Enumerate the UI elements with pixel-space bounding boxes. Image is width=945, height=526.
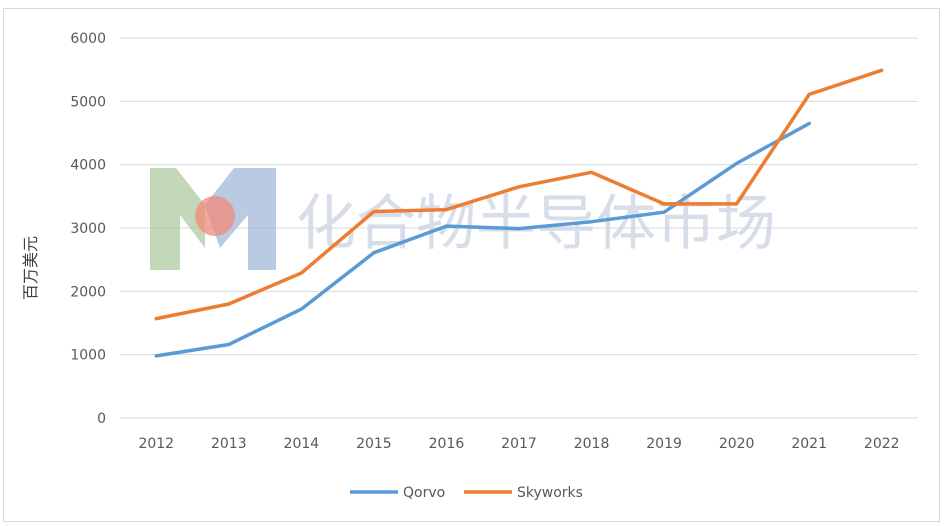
legend-label-skyworks: Skyworks	[517, 485, 583, 501]
y-tick-label: 0	[97, 411, 106, 427]
y-axis-label: 百万美元	[21, 236, 40, 300]
series-line-skyworks	[154, 68, 884, 321]
y-tick-label: 1000	[70, 348, 106, 364]
y-axis-tick-labels: 0 1000 2000 3000 4000 5000 6000	[70, 31, 106, 427]
x-tick-label: 2018	[574, 436, 610, 452]
watermark: 化合物半导体市场	[150, 168, 776, 270]
x-tick-label: 2014	[284, 436, 320, 452]
y-tick-label: 4000	[70, 158, 106, 174]
y-tick-label: 5000	[70, 94, 106, 110]
series-lines	[154, 68, 884, 358]
x-tick-label: 2016	[429, 436, 465, 452]
x-tick-label: 2017	[501, 436, 537, 452]
y-tick-label: 2000	[70, 284, 106, 300]
legend-label-qorvo: Qorvo	[403, 485, 445, 501]
chart-frame	[3, 8, 940, 522]
y-tick-label: 6000	[70, 31, 106, 47]
x-axis-tick-labels: 2012 2013 2014 2015 2016 2017 2018 2019 2020 2021…	[138, 436, 899, 452]
watermark-logo	[150, 168, 276, 270]
series-line-qorvo	[154, 121, 811, 358]
x-tick-label: 2020	[719, 436, 755, 452]
x-tick-label: 2021	[791, 436, 827, 452]
x-tick-label: 2022	[864, 436, 900, 452]
x-tick-label: 2013	[211, 436, 247, 452]
watermark-text: 化合物半导体市场	[296, 189, 776, 259]
x-tick-label: 2019	[646, 436, 682, 452]
x-tick-label: 2012	[138, 436, 174, 452]
y-tick-label: 3000	[70, 221, 106, 237]
legend: Qorvo Skyworks	[350, 485, 583, 501]
x-tick-label: 2015	[356, 436, 392, 452]
